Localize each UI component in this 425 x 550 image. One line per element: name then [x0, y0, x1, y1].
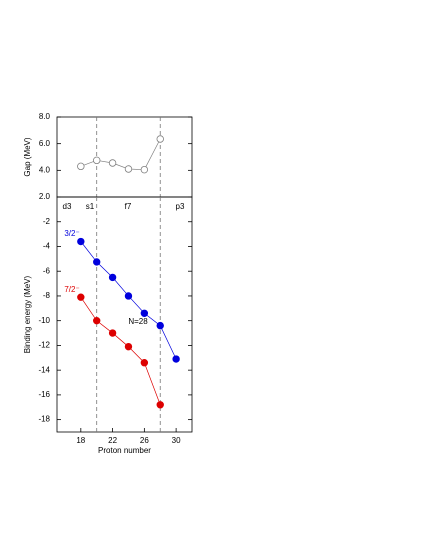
data-point — [124, 165, 133, 173]
y-tick-label: 8.0 — [39, 112, 51, 121]
annotation: s1 — [86, 202, 95, 211]
y-tick-label: -16 — [38, 390, 50, 399]
data-point — [108, 273, 117, 282]
annotation: f7 — [125, 202, 132, 211]
y-tick-label: 2.0 — [39, 192, 51, 201]
y-tick-label: -12 — [38, 341, 50, 350]
y-tick-label: -10 — [38, 316, 50, 325]
plot-frame — [56, 196, 193, 433]
data-point — [93, 258, 101, 266]
series-label: 7/2⁻ — [64, 285, 79, 294]
x-tick-label: 30 — [172, 436, 181, 445]
data-point — [93, 156, 101, 165]
y-tick-label: -14 — [38, 365, 50, 374]
data-point — [93, 316, 101, 325]
annotation: d3 — [63, 202, 72, 211]
y-tick-label: -6 — [43, 266, 51, 275]
data-point — [108, 159, 117, 167]
data-point — [77, 293, 85, 301]
data-point — [140, 359, 149, 367]
x-axis-title: Proton number — [98, 446, 151, 455]
annotation: p3 — [176, 202, 185, 211]
series-line — [80, 138, 161, 171]
series-label: 3/2⁻ — [64, 229, 79, 238]
y-tick-label: -18 — [38, 415, 50, 424]
x-tick-label: 26 — [140, 436, 149, 445]
data-point — [156, 321, 164, 330]
y-axis-title: Gap (MeV) — [23, 137, 32, 176]
y-tick-label: -4 — [43, 242, 51, 251]
data-point — [77, 162, 85, 171]
series-line — [80, 296, 161, 405]
annotation: N=28 — [128, 317, 148, 326]
y-tick-label: -2 — [43, 217, 51, 226]
y-tick-label: 6.0 — [39, 139, 51, 148]
data-point — [140, 309, 149, 317]
y-axis-title: Binding energy (MeV) — [23, 275, 32, 353]
data-point — [124, 292, 133, 300]
x-tick-label: 18 — [76, 436, 85, 445]
x-tick-label: 22 — [108, 436, 117, 445]
data-point — [156, 135, 164, 143]
data-point — [172, 355, 180, 363]
data-point — [156, 401, 164, 409]
data-point — [140, 165, 149, 174]
y-tick-label: -8 — [43, 291, 51, 300]
data-point — [108, 329, 117, 337]
data-point — [124, 342, 133, 351]
y-tick-label: 4.0 — [39, 165, 51, 174]
data-point — [77, 237, 85, 246]
plot-frame — [56, 116, 193, 198]
